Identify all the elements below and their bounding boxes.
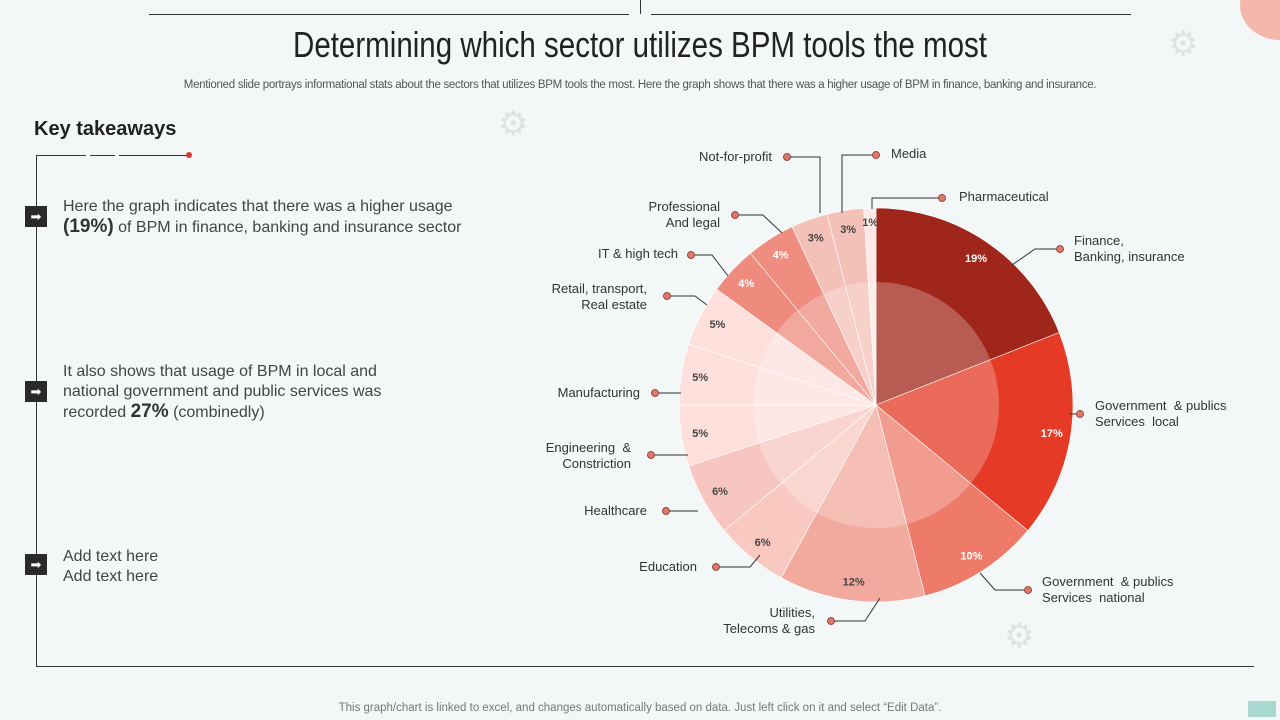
pie-slice[interactable] — [875, 404, 1029, 597]
top-rule-tick — [640, 0, 641, 14]
page-subtitle: Mentioned slide portrays informational s… — [183, 79, 1097, 91]
data-label: 17% — [1041, 428, 1063, 440]
category-label: Media — [891, 146, 927, 161]
leader-dot — [1076, 410, 1084, 418]
leader-dot — [712, 563, 720, 571]
data-label: 12% — [843, 577, 865, 589]
leader-line — [841, 154, 876, 213]
category-label: Retail, transport, Real estate — [551, 281, 647, 312]
pie-slice[interactable] — [780, 404, 926, 603]
divider-dot — [186, 152, 192, 158]
data-label: 1% — [862, 217, 878, 229]
category-label: Government & publics Services national — [1042, 574, 1174, 605]
leader-line — [831, 597, 881, 622]
category-label: Professional And legal — [648, 199, 720, 230]
arrow-icon: ➡ — [25, 554, 47, 575]
data-label: 3% — [808, 233, 824, 245]
leader-line — [1011, 248, 1060, 266]
divider — [90, 155, 115, 156]
category-label: Not-for-profit — [699, 149, 772, 164]
top-rule-left — [149, 14, 629, 15]
data-label: 5% — [692, 428, 708, 440]
takeaway-3: Add text here Add text here — [63, 548, 159, 585]
gear-icon: ⚙ — [1168, 25, 1199, 63]
leader-dot — [1056, 245, 1064, 253]
leader-dot — [731, 211, 739, 219]
key-takeaways-heading: Key takeaways — [34, 118, 177, 140]
category-label: Manufacturing — [557, 385, 640, 400]
pie-slice[interactable] — [875, 207, 1060, 406]
data-label: 3% — [840, 224, 856, 236]
pie-slice[interactable] — [875, 332, 1074, 531]
arrow-icon: ➡ — [25, 206, 47, 227]
data-label: 10% — [960, 550, 982, 562]
leader-dot — [662, 507, 670, 515]
gear-icon: ⚙ — [498, 105, 529, 143]
data-label: 19% — [965, 253, 987, 265]
leader-dot — [651, 389, 659, 397]
leader-dot — [1024, 586, 1032, 594]
category-label: Pharmaceutical — [959, 189, 1049, 204]
leader-dot — [783, 153, 791, 161]
top-rule-right — [651, 14, 1131, 15]
leader-dot — [687, 251, 695, 259]
data-label: 4% — [773, 250, 789, 262]
leader-line — [716, 554, 761, 568]
footer-note: This graph/chart is linked to excel, and… — [338, 702, 942, 714]
arrow-icon: ➡ — [25, 381, 47, 402]
category-label: Finance, Banking, insurance — [1074, 233, 1185, 264]
leader-dot — [663, 292, 671, 300]
timeline-line — [36, 155, 37, 667]
category-label: Utilities, Telecoms & gas — [723, 605, 815, 636]
takeaway-1: Here the graph indicates that there was … — [63, 198, 462, 237]
leader-line — [691, 254, 729, 277]
leader-dot — [872, 151, 880, 159]
leader-line — [735, 214, 783, 234]
category-label: Engineering & Constriction — [545, 440, 631, 471]
takeaway-2: It also shows that usage of BPM in local… — [63, 363, 382, 422]
pie-slice[interactable] — [863, 207, 877, 406]
leader-line — [871, 197, 942, 209]
bottom-rule — [36, 666, 1254, 667]
data-label: 5% — [692, 372, 708, 384]
leader-dot — [938, 194, 946, 202]
category-label: Healthcare — [584, 503, 647, 518]
category-label: IT & high tech — [598, 246, 678, 261]
leader-line — [787, 156, 821, 213]
divider — [36, 155, 86, 156]
data-label: 6% — [712, 486, 728, 498]
leader-line — [667, 295, 708, 306]
divider — [119, 155, 187, 156]
data-label: 4% — [738, 278, 754, 290]
category-label: Education — [639, 559, 697, 574]
category-label: Government & publics Services local — [1095, 398, 1227, 429]
leader-dot — [827, 617, 835, 625]
leader-dot — [647, 451, 655, 459]
page-title: Determining which sector utilizes BPM to… — [292, 24, 987, 65]
leader-line — [979, 572, 1028, 591]
gear-icon: ⚙ — [1004, 617, 1035, 655]
data-label: 5% — [709, 319, 725, 331]
pie-inner-ring — [753, 282, 999, 528]
data-label: 6% — [755, 537, 771, 549]
corner-tab — [1248, 701, 1276, 717]
